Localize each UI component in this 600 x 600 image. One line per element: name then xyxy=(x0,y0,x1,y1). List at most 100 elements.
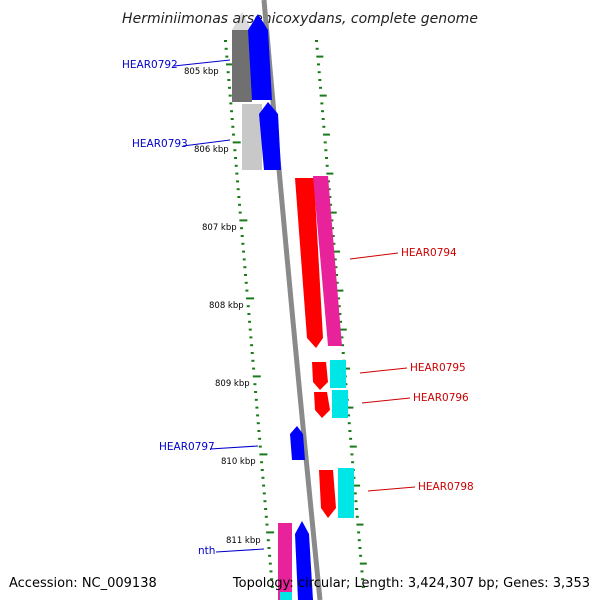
gene-label-hear0794[interactable]: HEAR0794 xyxy=(401,247,457,259)
feature-hear0794[interactable] xyxy=(313,176,342,346)
tick-marks xyxy=(224,40,367,588)
scale-tick xyxy=(229,102,233,105)
feature-nth[interactable] xyxy=(295,521,313,600)
kbp-label: 808 kbp xyxy=(209,301,244,311)
scale-tick xyxy=(331,227,335,230)
accession-text: Accession: NC_009138 xyxy=(9,576,157,591)
scale-tick xyxy=(266,531,275,534)
scale-tick xyxy=(243,266,247,269)
scale-tick xyxy=(237,196,241,198)
scale-tick xyxy=(252,367,256,370)
feature-hear0795-red[interactable] xyxy=(312,362,328,390)
leader-line xyxy=(361,397,411,404)
scale-tick xyxy=(335,274,339,276)
scale-tick xyxy=(245,289,249,292)
scale-tick xyxy=(240,227,244,230)
scale-tick xyxy=(334,266,338,269)
scale-tick xyxy=(319,86,323,89)
feature-magenta-bottom[interactable] xyxy=(278,523,292,600)
map-title: Herminiimonas arsenicoxydans, complete g… xyxy=(122,11,478,27)
gene-label-hear0798[interactable]: HEAR0798 xyxy=(418,481,474,493)
feature-hear0798[interactable] xyxy=(338,468,354,518)
scale-tick xyxy=(335,281,339,284)
leader-line xyxy=(215,548,265,553)
scale-tick xyxy=(337,305,341,308)
scale-tick xyxy=(332,242,336,245)
scale-tick xyxy=(318,79,322,81)
scale-tick xyxy=(346,406,354,409)
feature-gray-light[interactable] xyxy=(242,104,262,170)
scale-tick xyxy=(324,149,328,152)
feature-gray-dark[interactable] xyxy=(232,30,252,102)
scale-tick xyxy=(338,313,342,315)
scale-tick xyxy=(355,515,359,518)
scale-tick xyxy=(317,63,321,66)
feature-hear0798-red[interactable] xyxy=(319,470,336,518)
scale-tick xyxy=(347,422,351,425)
scale-tick xyxy=(353,484,361,487)
feature-cyan-bottom[interactable] xyxy=(280,592,292,600)
kbp-label: 811 kbp xyxy=(226,536,261,546)
scale-tick xyxy=(261,476,265,479)
scale-tick xyxy=(256,414,260,417)
scale-tick xyxy=(267,547,271,549)
scale-tick xyxy=(252,375,261,378)
scale-tick xyxy=(257,430,261,432)
scale-tick xyxy=(359,562,367,565)
feature-hear0797[interactable] xyxy=(290,426,305,460)
scale-tick xyxy=(253,383,257,386)
leader-line xyxy=(182,139,231,147)
scale-tick xyxy=(336,289,344,292)
feature-hear0792[interactable] xyxy=(248,14,272,100)
feature-hear0796[interactable] xyxy=(332,390,348,418)
feature-hear0795[interactable] xyxy=(330,360,346,388)
kbp-label: 810 kbp xyxy=(221,457,256,467)
scale-tick xyxy=(316,55,324,58)
scale-tick xyxy=(268,554,272,557)
scale-tick xyxy=(333,258,337,261)
scale-tick xyxy=(264,515,268,518)
scale-tick xyxy=(258,437,262,440)
scale-tick xyxy=(260,461,264,464)
scale-tick xyxy=(244,274,248,276)
scale-tick xyxy=(232,141,241,144)
scale-tick xyxy=(339,328,347,331)
scale-tick xyxy=(242,258,246,261)
scale-tick xyxy=(327,180,331,183)
feature-hear0794-red[interactable] xyxy=(295,178,323,348)
feature-hear0796-red[interactable] xyxy=(314,392,330,418)
scale-tick xyxy=(235,172,239,175)
scale-tick xyxy=(357,531,361,534)
scale-tick xyxy=(254,391,258,393)
scale-tick xyxy=(329,211,337,214)
kbp-label: 805 kbp xyxy=(184,67,219,77)
scale-tick xyxy=(263,500,267,503)
scale-tick xyxy=(231,125,235,128)
scale-tick xyxy=(333,250,341,253)
scale-tick xyxy=(234,157,238,159)
kbp-label: 807 kbp xyxy=(202,223,237,233)
scale-tick xyxy=(268,562,272,565)
scale-tick xyxy=(246,297,255,300)
scale-tick xyxy=(323,133,331,136)
gene-label-nth[interactable]: nth xyxy=(198,545,215,557)
scale-tick xyxy=(347,414,351,417)
feature-gray-dark-head xyxy=(232,12,252,30)
scale-tick xyxy=(341,352,345,354)
gene-label-hear0795[interactable]: HEAR0795 xyxy=(410,362,466,374)
scale-tick xyxy=(224,40,227,42)
gene-features xyxy=(232,12,354,600)
feature-hear0793[interactable] xyxy=(259,102,281,170)
gene-label-hear0792[interactable]: HEAR0792 xyxy=(122,59,178,71)
kbp-scale-labels: 805 kbp 806 kbp 807 kbp 808 kbp 809 kbp … xyxy=(184,67,261,546)
gene-label-hear0797[interactable]: HEAR0797 xyxy=(159,441,215,453)
gene-labels-forward: HEAR0792 HEAR0793 HEAR0797 nth xyxy=(122,59,265,557)
gene-label-hear0793[interactable]: HEAR0793 xyxy=(132,138,188,150)
scale-tick xyxy=(325,164,329,167)
genome-backbone xyxy=(261,0,323,600)
gene-label-hear0796[interactable]: HEAR0796 xyxy=(413,392,469,404)
scale-tick xyxy=(230,118,234,120)
scale-tick xyxy=(228,94,232,97)
scale-tick xyxy=(330,219,334,222)
